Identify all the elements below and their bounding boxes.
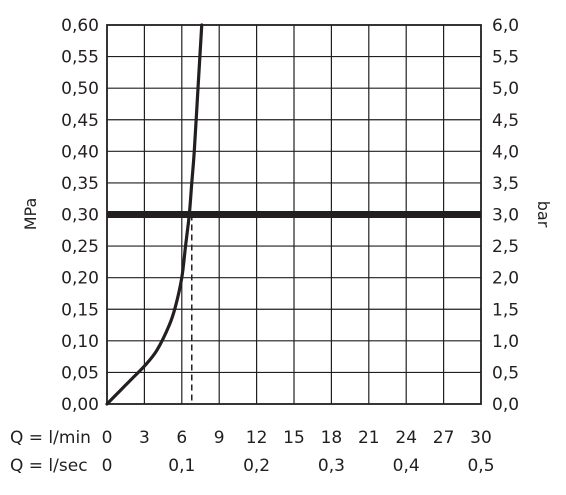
flow-pressure-curve xyxy=(105,23,204,406)
y-tick-label-mpa: 0,45 xyxy=(61,111,99,131)
y-tick-label-mpa: 0,50 xyxy=(61,79,99,99)
x-tick-label-lmin: 15 xyxy=(283,428,305,448)
y-tick-label-bar: 4,5 xyxy=(492,111,519,131)
y-tick-label-bar: 0,5 xyxy=(492,363,519,383)
y-tick-label-mpa: 0,15 xyxy=(61,300,99,320)
x-tick-label-lmin: 0 xyxy=(102,428,113,448)
x-tick-label-lmin: 24 xyxy=(395,428,417,448)
x-tick-label-lmin: 21 xyxy=(358,428,380,448)
y-tick-label-mpa: 0,55 xyxy=(61,48,99,68)
y-tick-label-bar: 5,0 xyxy=(492,79,519,99)
y-tick-label-bar: 3,5 xyxy=(492,174,519,194)
grid xyxy=(107,25,481,404)
y-tick-label-bar: 1,5 xyxy=(492,300,519,320)
y-tick-label-bar: 3,0 xyxy=(492,206,519,226)
x-tick-label-lmin: 18 xyxy=(321,428,343,448)
y-tick-label-bar: 6,0 xyxy=(492,16,519,36)
y-tick-label-bar: 0,0 xyxy=(492,395,519,415)
y-ticks-mpa: 0,00 0,05 0,10 0,15 0,20 0,25 0,30 0,35 0,40 0,45… xyxy=(61,16,99,415)
x-ticks-lmin: 0 3 6 9 12 15 18 21 24 27 30 xyxy=(102,428,492,448)
x-tick-label-lsec: 0 xyxy=(102,456,113,476)
y-ticks-bar: 0,0 0,5 1,0 1,5 2,0 2,5 3,0 3,5 4,0 4,5 5,0 5,5 6,0 xyxy=(492,16,519,415)
x-tick-label-lmin: 30 xyxy=(470,428,492,448)
y-tick-label-bar: 4,0 xyxy=(492,142,519,162)
x-tick-label-lmin: 27 xyxy=(433,428,455,448)
y-axis-label-bar: bar xyxy=(534,201,553,228)
x-tick-label-lsec: 0,2 xyxy=(243,456,270,476)
y-tick-label-bar: 5,5 xyxy=(492,48,519,68)
x-tick-label-lsec: 0,4 xyxy=(393,456,420,476)
y-tick-label-mpa: 0,00 xyxy=(61,395,99,415)
y-tick-label-mpa: 0,10 xyxy=(61,332,99,352)
y-axis-label-mpa: MPa xyxy=(21,198,40,231)
y-tick-label-mpa: 0,35 xyxy=(61,174,99,194)
x-tick-label-lsec: 0,5 xyxy=(467,456,494,476)
x-tick-label-lmin: 12 xyxy=(246,428,268,448)
y-tick-label-mpa: 0,25 xyxy=(61,237,99,257)
y-tick-label-bar: 2,0 xyxy=(492,269,519,289)
x-ticks-lsec: 0 0,1 0,2 0,3 0,4 0,5 xyxy=(102,456,495,476)
x-tick-label-lmin: 6 xyxy=(176,428,187,448)
x-tick-label-lsec: 0,3 xyxy=(318,456,345,476)
y-tick-label-mpa: 0,05 xyxy=(61,363,99,383)
y-tick-label-mpa: 0,40 xyxy=(61,142,99,162)
y-tick-label-bar: 2,5 xyxy=(492,237,519,257)
x-axis-label-lmin: Q = l/min xyxy=(10,428,91,448)
x-tick-label-lsec: 0,1 xyxy=(168,456,195,476)
x-axis-label-lsec: Q = l/sec xyxy=(10,456,88,476)
y-tick-label-mpa: 0,60 xyxy=(61,16,99,36)
y-tick-label-mpa: 0,30 xyxy=(61,206,99,226)
y-tick-label-bar: 1,0 xyxy=(492,332,519,352)
y-tick-label-mpa: 0,20 xyxy=(61,269,99,289)
x-tick-label-lmin: 3 xyxy=(139,428,150,448)
x-tick-label-lmin: 9 xyxy=(214,428,225,448)
